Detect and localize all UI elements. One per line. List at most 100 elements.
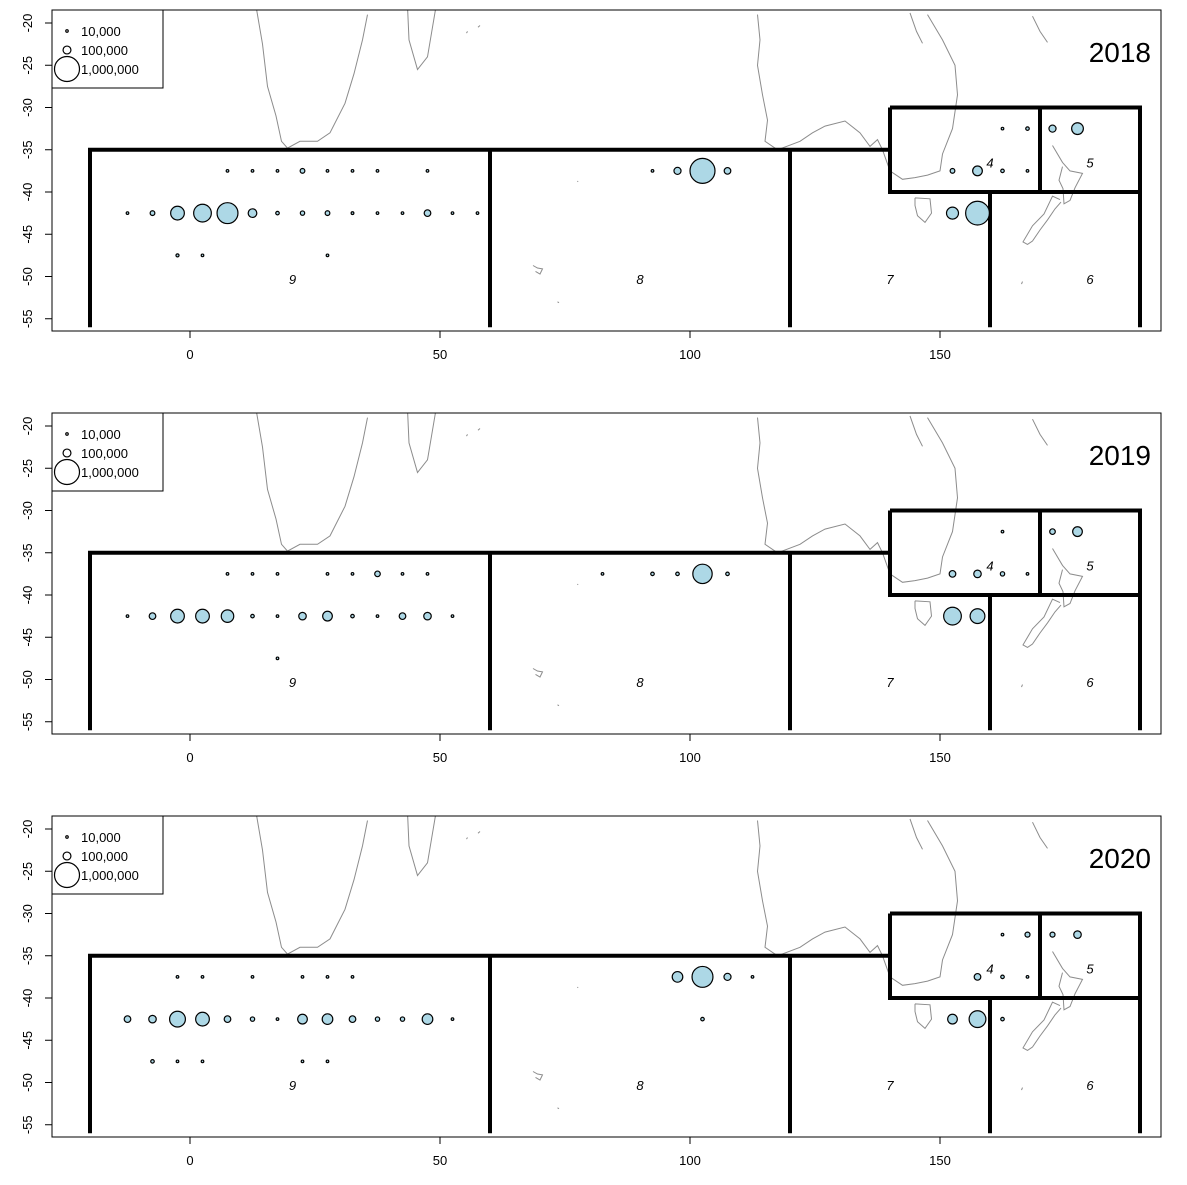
coastline-11 bbox=[1021, 684, 1023, 688]
catch-bubble bbox=[299, 210, 306, 216]
coastline-1 bbox=[256, 816, 368, 955]
catch-bubble bbox=[400, 211, 405, 216]
region-label-8: 8 bbox=[636, 1078, 644, 1093]
catch-bubble bbox=[1000, 1016, 1005, 1022]
x-tick-label: 50 bbox=[433, 1153, 447, 1168]
catch-bubble bbox=[350, 613, 355, 619]
x-tick-label: 150 bbox=[929, 347, 951, 362]
y-tick-label: -20 bbox=[20, 14, 35, 33]
coastline-6 bbox=[1022, 598, 1062, 648]
catch-bubble bbox=[125, 211, 130, 216]
coastline-3 bbox=[756, 820, 959, 986]
catch-bubble bbox=[943, 606, 962, 626]
catch-bubble bbox=[375, 211, 380, 216]
legend-label: 10,000 bbox=[81, 427, 121, 442]
region-boundary-1 bbox=[88, 550, 890, 731]
catch-bubble bbox=[423, 611, 432, 621]
coastline-7 bbox=[532, 265, 544, 275]
catch-bubble bbox=[200, 1059, 205, 1064]
region-label-6: 6 bbox=[1086, 272, 1094, 287]
catch-bubble bbox=[425, 571, 430, 576]
year-label: 2018 bbox=[1089, 37, 1151, 68]
year-label: 2020 bbox=[1089, 843, 1151, 874]
catch-bubble bbox=[150, 1059, 155, 1064]
catch-bubble bbox=[193, 203, 212, 223]
coastline-4 bbox=[914, 600, 933, 627]
catch-bubble bbox=[671, 970, 684, 983]
region-boundary-1 bbox=[88, 953, 890, 1134]
region-label-7: 7 bbox=[886, 272, 894, 287]
region-boundary-4 bbox=[890, 105, 1142, 328]
coastline-14 bbox=[466, 31, 468, 34]
y-tick-label: -20 bbox=[20, 820, 35, 839]
y-tick-label: -55 bbox=[20, 309, 35, 328]
catch-bubble bbox=[275, 614, 280, 619]
coastline-6 bbox=[1022, 195, 1062, 245]
catch-bubble bbox=[148, 1014, 157, 1024]
coastline-2 bbox=[407, 10, 436, 71]
catch-bubble bbox=[600, 571, 605, 576]
catch-bubble bbox=[969, 608, 986, 625]
catch-bubble bbox=[475, 211, 480, 216]
legend-label: 1,000,000 bbox=[81, 465, 139, 480]
catch-bubble bbox=[275, 571, 280, 576]
catch-bubble bbox=[325, 168, 330, 173]
region-label-9: 9 bbox=[289, 272, 296, 287]
catch-bubble bbox=[300, 1059, 305, 1064]
catch-bubble bbox=[999, 571, 1006, 577]
legend-symbol bbox=[62, 45, 72, 55]
region-label-8: 8 bbox=[636, 675, 644, 690]
year-label: 2019 bbox=[1089, 440, 1151, 471]
coastline-2 bbox=[407, 816, 436, 877]
y-tick-label: -45 bbox=[20, 1031, 35, 1050]
coastline-6 bbox=[1022, 1001, 1062, 1051]
y-tick-label: -30 bbox=[20, 98, 35, 117]
catch-bubble bbox=[725, 571, 730, 577]
plot-area: 9 8 7 4 5 6 bbox=[88, 413, 1142, 731]
catch-bubble bbox=[375, 168, 380, 173]
x-tick-label: 100 bbox=[679, 347, 701, 362]
coastline-5 bbox=[1052, 548, 1084, 608]
catch-bubble bbox=[1072, 526, 1083, 538]
region-boundary-5 bbox=[888, 913, 1140, 1000]
coastline-8 bbox=[557, 704, 560, 707]
catch-bubble bbox=[148, 612, 157, 621]
region-label-5: 5 bbox=[1086, 961, 1094, 976]
y-tick-label: -40 bbox=[20, 989, 35, 1008]
coastline-5 bbox=[1052, 145, 1084, 205]
plot-frame bbox=[51, 412, 1162, 735]
coastline-1 bbox=[256, 413, 368, 552]
legend-label: 1,000,000 bbox=[81, 868, 139, 883]
coastline-3 bbox=[756, 417, 959, 583]
catch-bubble bbox=[275, 210, 280, 216]
catch-bubble bbox=[195, 1011, 210, 1027]
catch-bubble bbox=[689, 157, 716, 184]
region-label-9: 9 bbox=[289, 1078, 296, 1093]
size-legend: 10,000 100,000 1,000,000 bbox=[51, 815, 164, 895]
catch-bubble bbox=[297, 1013, 308, 1025]
x-tick-label: 100 bbox=[679, 1153, 701, 1168]
region-label-6: 6 bbox=[1086, 675, 1094, 690]
catch-bubble bbox=[650, 168, 655, 173]
coastline-9 bbox=[909, 12, 923, 44]
x-tick-label: 0 bbox=[186, 347, 193, 362]
x-tick-label: 0 bbox=[186, 750, 193, 765]
coastline-13 bbox=[477, 25, 481, 28]
catch-bubble bbox=[1049, 931, 1056, 938]
region-label-5: 5 bbox=[1086, 155, 1094, 170]
legend-symbol bbox=[62, 448, 72, 458]
coastline-9 bbox=[909, 415, 923, 447]
catch-bubble bbox=[324, 210, 331, 217]
catch-bubble bbox=[750, 974, 755, 979]
coastline-10 bbox=[1032, 821, 1048, 849]
size-legend: 10,000 100,000 1,000,000 bbox=[51, 412, 164, 492]
catch-bubble bbox=[175, 253, 180, 258]
catch-bubble bbox=[1024, 931, 1031, 938]
region-boundary-1 bbox=[88, 147, 890, 328]
catch-bubble bbox=[168, 1010, 187, 1028]
chart-panel-2020: 9 8 7 4 5 6 0 50 100 150 -20 -25 -30 -35 -40 -45 -50 -55 2… bbox=[20, 815, 1162, 1168]
catch-bubble bbox=[223, 1015, 232, 1024]
coastline-13 bbox=[477, 428, 481, 431]
catch-bubble bbox=[691, 965, 714, 988]
